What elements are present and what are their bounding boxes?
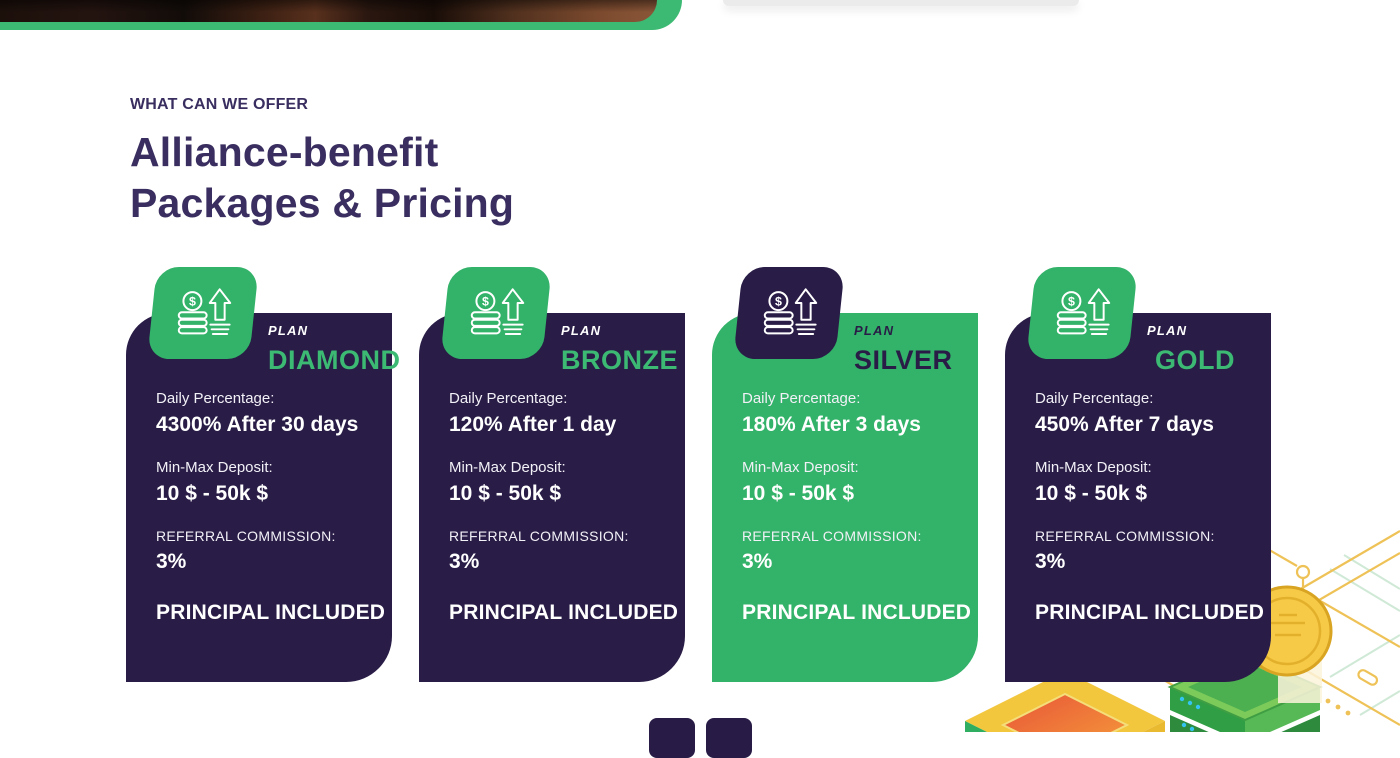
plan-name: SILVER (854, 345, 953, 375)
plan-card-bronze[interactable]: $ PLAN BRONZE Daily Percentage: 120% Aft… (419, 267, 685, 682)
referral-commission-value: 3% (742, 550, 773, 573)
plan-card-body: Daily Percentage: 450% After 7 days Min-… (1005, 376, 1271, 625)
plan-name: BRONZE (561, 345, 678, 375)
svg-text:$: $ (1068, 294, 1075, 308)
referral-commission-value: 3% (1035, 550, 1066, 573)
deposit-value: 10 $ - 50k $ (742, 482, 855, 505)
section-heading: WHAT CAN WE OFFER Alliance-benefit Packa… (130, 96, 514, 229)
deposit-label: Min-Max Deposit: (1035, 459, 1152, 476)
above-section-card-edge (723, 0, 1079, 6)
hero-section-bottom (0, 0, 682, 30)
plan-badge: $ (733, 267, 845, 359)
plan-label: PLAN (268, 323, 309, 338)
money-growth-icon: $ (1056, 287, 1111, 335)
plan-card-silver[interactable]: $ PLAN SILVER Daily Percentage: 180% Aft… (712, 267, 978, 682)
plan-label: PLAN (854, 323, 895, 338)
referral-commission-label: REFERRAL COMMISSION: (449, 528, 629, 544)
plan-card-header: PLAN BRONZE (419, 313, 685, 376)
daily-percentage-value: 180% After 3 days (742, 413, 921, 436)
plan-card-body: Daily Percentage: 120% After 1 day Min-M… (419, 376, 685, 625)
plan-label: PLAN (1147, 323, 1188, 338)
daily-percentage-value: 120% After 1 day (449, 413, 617, 436)
plan-card-header: PLAN GOLD (1005, 313, 1271, 376)
svg-text:$: $ (482, 294, 489, 308)
plan-name: GOLD (1155, 345, 1235, 375)
referral-commission-label: REFERRAL COMMISSION: (742, 528, 922, 544)
principal-included-text: PRINCIPAL INCLUDED (156, 601, 386, 624)
daily-percentage-label: Daily Percentage: (449, 390, 568, 407)
hero-photo (0, 0, 657, 22)
plan-name: DIAMOND (268, 345, 401, 375)
plan-card-header: PLAN DIAMOND (126, 313, 401, 376)
deposit-label: Min-Max Deposit: (742, 459, 859, 476)
daily-percentage-value: 450% After 7 days (1035, 413, 1214, 436)
page-title-line2: Packages & Pricing (130, 180, 515, 226)
referral-commission-value: 3% (449, 550, 480, 573)
plan-badge: $ (147, 267, 259, 359)
referral-commission-value: 3% (156, 550, 187, 573)
plan-card-body: Daily Percentage: 4300% After 30 days Mi… (126, 376, 392, 625)
plan-badge: $ (440, 267, 552, 359)
page-title-line1: Alliance-benefit (130, 129, 439, 175)
plan-badge: $ (1026, 267, 1138, 359)
carousel-prev-button[interactable] (649, 718, 695, 758)
daily-percentage-label: Daily Percentage: (742, 390, 861, 407)
daily-percentage-label: Daily Percentage: (156, 390, 275, 407)
carousel-next-button[interactable] (706, 718, 752, 758)
plan-card-gold[interactable]: $ PLAN GOLD Daily Percentage: 450% After… (1005, 267, 1271, 682)
plan-card-body: Daily Percentage: 180% After 3 days Min-… (712, 376, 978, 625)
deposit-value: 10 $ - 50k $ (1035, 482, 1148, 505)
money-growth-icon: $ (763, 287, 818, 335)
referral-commission-label: REFERRAL COMMISSION: (1035, 528, 1215, 544)
principal-included-text: PRINCIPAL INCLUDED (1035, 601, 1265, 624)
daily-percentage-label: Daily Percentage: (1035, 390, 1154, 407)
money-growth-icon: $ (470, 287, 525, 335)
referral-commission-label: REFERRAL COMMISSION: (156, 528, 336, 544)
plan-label: PLAN (561, 323, 602, 338)
money-growth-icon: $ (177, 287, 232, 335)
svg-text:$: $ (189, 294, 196, 308)
deposit-value: 10 $ - 50k $ (449, 482, 562, 505)
deposit-label: Min-Max Deposit: (449, 459, 566, 476)
section-kicker: WHAT CAN WE OFFER (130, 96, 309, 113)
principal-included-text: PRINCIPAL INCLUDED (449, 601, 679, 624)
deposit-value: 10 $ - 50k $ (156, 482, 269, 505)
principal-included-text: PRINCIPAL INCLUDED (742, 601, 972, 624)
daily-percentage-value: 4300% After 30 days (156, 413, 359, 436)
deposit-label: Min-Max Deposit: (156, 459, 273, 476)
page-title: Alliance-benefit Packages & Pricing (130, 127, 514, 229)
svg-text:$: $ (775, 294, 782, 308)
plan-card-header: PLAN SILVER (712, 313, 978, 376)
plan-card-diamond[interactable]: $ PLAN DIAMOND Daily Percentage: 4300% A… (126, 267, 401, 682)
